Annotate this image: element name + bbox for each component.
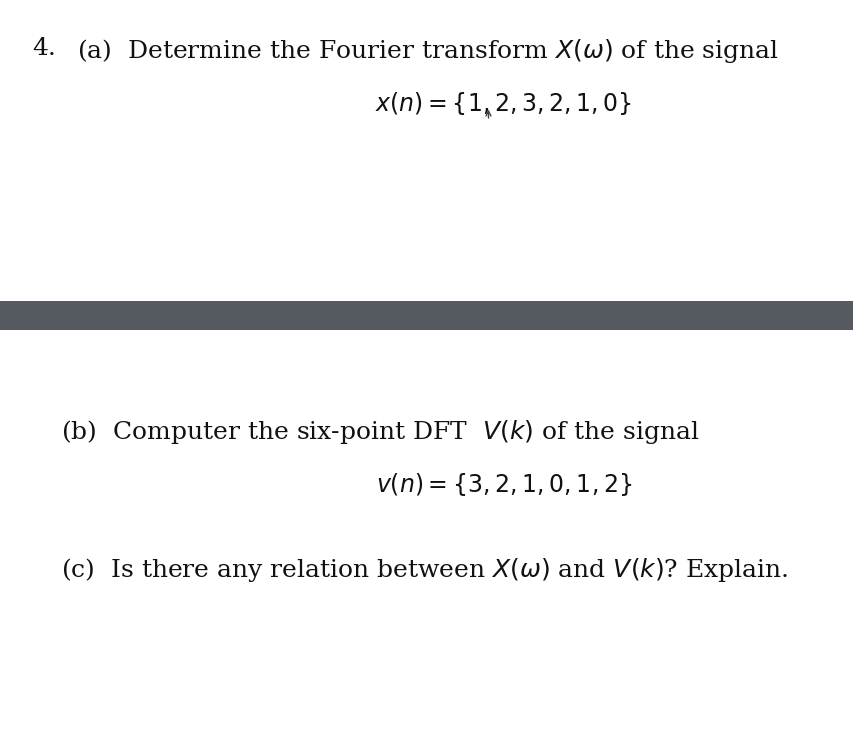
Text: $v(n) = \{3, 2, 1, 0, 1, 2\}$: $v(n) = \{3, 2, 1, 0, 1, 2\}$ (375, 471, 631, 498)
Text: (a)  Determine the Fourier transform $X(\omega)$ of the signal: (a) Determine the Fourier transform $X(\… (77, 37, 778, 66)
Text: 4.: 4. (32, 37, 56, 60)
Text: (c)  Is there any relation between $X(\omega)$ and $V(k)$? Explain.: (c) Is there any relation between $X(\om… (61, 556, 788, 584)
Text: (b)  Computer the six-point DFT  $V(k)$ of the signal: (b) Computer the six-point DFT $V(k)$ of… (61, 418, 699, 446)
Bar (0, 301, 853, 330)
Text: $x(n) = \{1, 2, 3, 2, 1, 0\}$: $x(n) = \{1, 2, 3, 2, 1, 0\}$ (375, 90, 631, 116)
